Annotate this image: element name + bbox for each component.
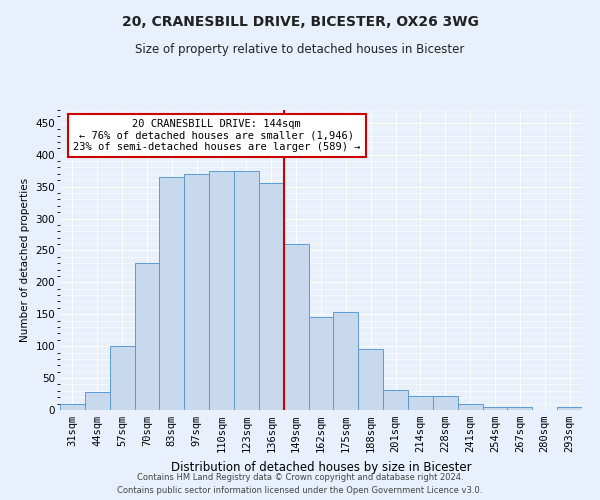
Bar: [259, 184, 284, 410]
Bar: [408, 396, 433, 410]
Bar: [160, 177, 184, 410]
Text: 20 CRANESBILL DRIVE: 144sqm
← 76% of detached houses are smaller (1,946)
23% of : 20 CRANESBILL DRIVE: 144sqm ← 76% of det…: [73, 119, 361, 152]
Bar: [508, 408, 532, 410]
Bar: [134, 263, 160, 410]
Bar: [110, 346, 134, 410]
Y-axis label: Number of detached properties: Number of detached properties: [20, 178, 30, 342]
Bar: [458, 404, 482, 410]
Bar: [334, 312, 358, 410]
Bar: [482, 408, 508, 410]
Bar: [209, 170, 234, 410]
Text: 20, CRANESBILL DRIVE, BICESTER, OX26 3WG: 20, CRANESBILL DRIVE, BICESTER, OX26 3WG: [122, 15, 478, 29]
Bar: [358, 350, 383, 410]
Bar: [308, 318, 334, 410]
Text: Size of property relative to detached houses in Bicester: Size of property relative to detached ho…: [136, 42, 464, 56]
Bar: [85, 392, 110, 410]
Text: Contains public sector information licensed under the Open Government Licence v3: Contains public sector information licen…: [118, 486, 482, 495]
Bar: [557, 408, 582, 410]
X-axis label: Distribution of detached houses by size in Bicester: Distribution of detached houses by size …: [170, 460, 472, 473]
Bar: [433, 396, 458, 410]
Bar: [234, 170, 259, 410]
Bar: [60, 404, 85, 410]
Bar: [184, 174, 209, 410]
Bar: [383, 390, 408, 410]
Text: Contains HM Land Registry data © Crown copyright and database right 2024.: Contains HM Land Registry data © Crown c…: [137, 474, 463, 482]
Bar: [284, 244, 308, 410]
